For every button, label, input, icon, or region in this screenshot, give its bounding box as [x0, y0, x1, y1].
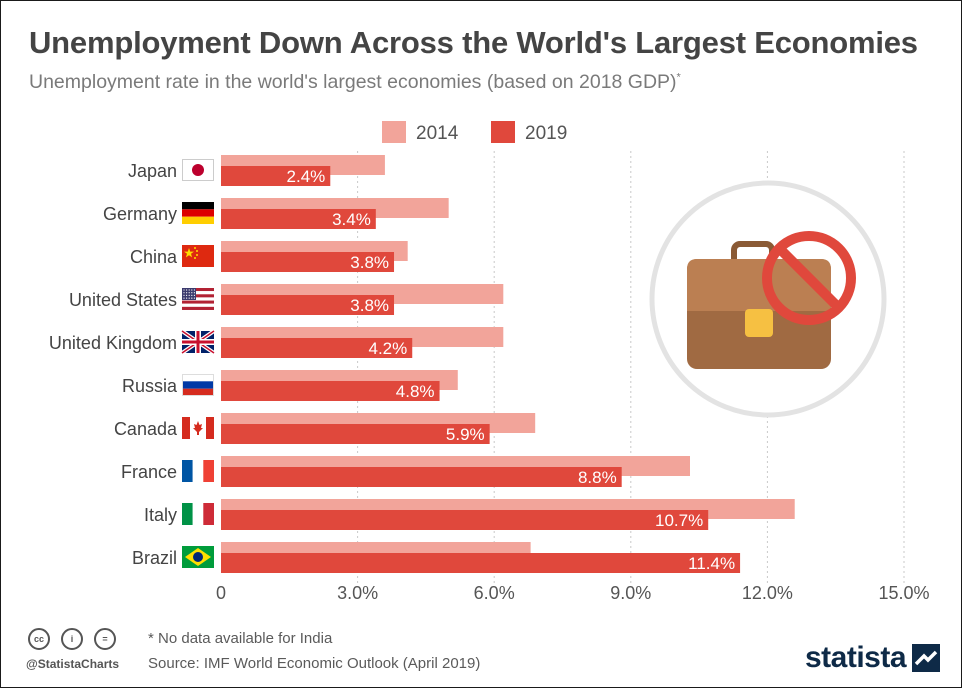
category-label: Italy — [144, 505, 177, 525]
statista-wordmark: statista — [805, 641, 907, 674]
data-label: 3.8% — [350, 296, 389, 315]
data-label: 8.8% — [578, 468, 617, 487]
data-label: 11.4% — [688, 554, 735, 573]
category-label: United States — [69, 290, 177, 310]
italy-flag-icon — [182, 503, 214, 525]
x-tick-label: 9.0% — [610, 583, 651, 603]
chart-title: Unemployment Down Across the World's Lar… — [29, 25, 918, 60]
germany-flag-icon — [182, 202, 214, 224]
statista-logo-icon — [912, 644, 941, 672]
data-label: 3.8% — [350, 253, 389, 272]
bar-2019 — [221, 209, 376, 229]
data-label: 5.9% — [446, 425, 485, 444]
bar-2019 — [221, 553, 741, 573]
china-flag-icon — [182, 245, 214, 267]
footnote: * No data available for India — [148, 630, 333, 647]
bar-2019 — [221, 381, 440, 401]
uk-flag-icon — [180, 329, 216, 355]
category-label: Brazil — [132, 548, 177, 568]
legend-swatch — [382, 121, 406, 143]
usa-flag-icon — [182, 288, 214, 310]
bar-2019 — [221, 338, 413, 358]
category-label: Russia — [122, 376, 178, 396]
x-tick-label: 12.0% — [742, 583, 793, 603]
bar-2019 — [221, 252, 395, 272]
japan-flag-icon — [182, 159, 214, 181]
category-label: Canada — [114, 419, 178, 439]
statista-handle: @StatistaCharts — [26, 657, 120, 671]
x-tick-label: 6.0% — [474, 583, 515, 603]
category-label: China — [130, 247, 178, 267]
data-label: 2.4% — [287, 167, 326, 186]
bar-2019 — [221, 166, 331, 186]
data-label: 4.2% — [368, 339, 407, 358]
data-label: 4.8% — [396, 382, 435, 401]
category-label: France — [121, 462, 177, 482]
legend-swatch — [491, 121, 515, 143]
x-tick-label: 15.0% — [878, 583, 929, 603]
source-note: Source: IMF World Economic Outlook (Apri… — [148, 655, 481, 672]
data-label: 10.7% — [655, 511, 703, 530]
creative-commons-icon: cc — [28, 628, 50, 650]
subtitle-text: Unemployment rate in the world's largest… — [29, 71, 677, 93]
statista-logo[interactable]: statista — [805, 641, 941, 675]
attribution-icon: i — [61, 628, 83, 650]
no-derivatives-icon: = — [94, 628, 116, 650]
data-label: 3.4% — [332, 210, 371, 229]
bar-chart: 2014 2019 2.4% Japan 3.4% Germany 3.8% China 3.8… — [49, 121, 930, 603]
bar-2019 — [221, 510, 709, 530]
canada-flag-icon — [182, 417, 214, 439]
x-tick-label: 3.0% — [337, 583, 378, 603]
chart-subtitle: Unemployment rate in the world's largest… — [29, 71, 681, 94]
france-flag-icon — [182, 460, 214, 482]
bar-2019 — [221, 295, 395, 315]
bar-2019 — [221, 424, 490, 444]
category-label: United Kingdom — [49, 333, 177, 353]
brazil-flag-icon — [182, 546, 214, 568]
briefcase-no-symbol-icon — [649, 180, 887, 418]
legend-label: 2014 — [416, 123, 459, 144]
category-label: Germany — [103, 204, 177, 224]
category-label: Japan — [128, 161, 177, 181]
russia-flag-icon — [182, 374, 214, 396]
bar-2019 — [221, 467, 622, 487]
legend-label: 2019 — [525, 123, 567, 144]
subtitle-marker: * — [676, 71, 681, 84]
x-tick-label: 0 — [216, 583, 226, 603]
